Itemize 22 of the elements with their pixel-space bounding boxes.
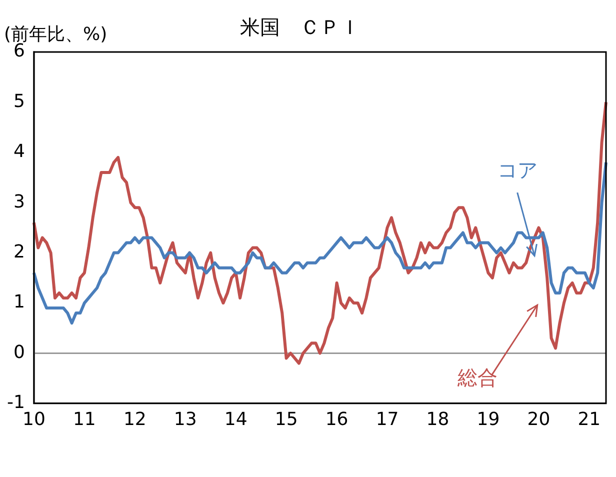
y-tick-label: 3 bbox=[13, 191, 25, 212]
x-tick-label: 11 bbox=[72, 408, 96, 430]
x-tick-label: 14 bbox=[224, 408, 248, 430]
text: 総合 bbox=[456, 366, 498, 390]
y-tick-label: 4 bbox=[13, 141, 25, 162]
x-tick-label: 18 bbox=[426, 408, 450, 430]
y-tick-label: 2 bbox=[13, 241, 25, 262]
x-tick-label: 15 bbox=[274, 408, 298, 430]
x-tick-label: 13 bbox=[174, 408, 197, 430]
y-tick-label: 5 bbox=[13, 90, 25, 112]
x-tick-label: 16 bbox=[325, 408, 348, 430]
y-tick-label: 1 bbox=[13, 292, 25, 313]
x-tick-label: 21 bbox=[578, 408, 601, 430]
y-tick-label: -1 bbox=[6, 392, 25, 414]
text: コア bbox=[497, 158, 538, 182]
chart-title: 米国 ＣＰＩ bbox=[240, 14, 360, 41]
y-tick-label: 0 bbox=[13, 342, 25, 363]
x-tick-label: 17 bbox=[376, 408, 399, 430]
x-tick-label: 12 bbox=[123, 408, 146, 430]
x-tick-label: 10 bbox=[22, 408, 46, 430]
x-tick-label: 20 bbox=[527, 408, 550, 430]
x-tick-label: 19 bbox=[476, 408, 500, 430]
